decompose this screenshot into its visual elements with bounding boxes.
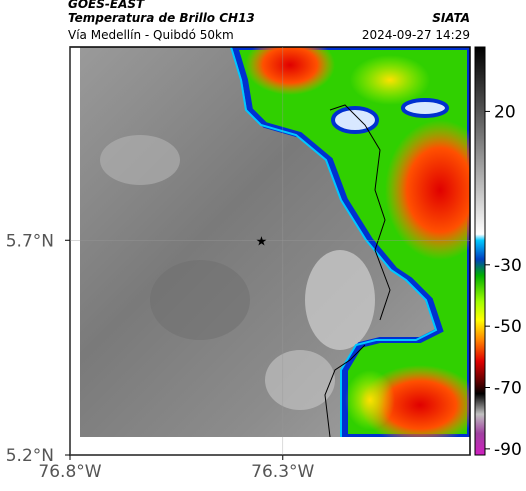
colorbar-label: -90 bbox=[494, 440, 522, 460]
source: SIATA bbox=[432, 11, 470, 25]
colorbar-label: -50 bbox=[494, 317, 522, 337]
y-tick-label: 5.2°N bbox=[6, 446, 54, 466]
x-tick-label: 76.8°W bbox=[38, 462, 101, 482]
colorbar bbox=[474, 46, 486, 456]
subtitle: Temperatura de Brillo CH13 bbox=[68, 11, 255, 25]
location-marker: ★ bbox=[256, 234, 268, 249]
colorbar-label: -30 bbox=[494, 256, 522, 276]
title: GOES-EAST bbox=[68, 0, 145, 11]
route: Vía Medellín - Quibdó 50km bbox=[68, 28, 234, 42]
colorbar-label: 20 bbox=[494, 102, 516, 122]
colorbar-label: -70 bbox=[494, 379, 522, 399]
datetime: 2024-09-27 14:29 bbox=[362, 28, 470, 42]
y-tick-label: 5.7°N bbox=[6, 231, 54, 251]
x-tick-label: 76.3°W bbox=[251, 462, 314, 482]
